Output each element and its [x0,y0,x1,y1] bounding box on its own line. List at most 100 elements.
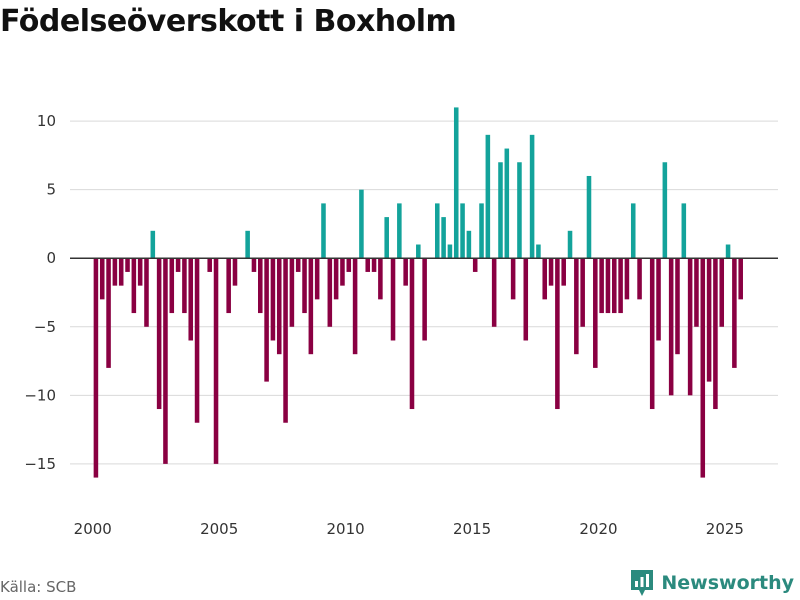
bar [390,258,396,341]
bar [624,258,630,300]
bar [416,244,421,259]
bar [656,258,661,341]
bar [112,258,118,286]
bar [649,258,655,410]
bar [118,258,124,286]
bar-series [93,107,743,478]
bar [207,258,212,272]
bar [137,258,143,286]
bar [403,258,408,286]
bar [409,258,415,410]
bar [276,258,282,355]
bar [574,258,579,355]
bar [485,134,491,259]
bar [131,258,137,314]
bar [605,258,611,314]
bar [498,162,503,259]
chart-plot: 10 5 0 −5 −10 −15 2000 2005 2010 2015 2020 2025 [24,107,778,538]
bar [700,258,706,478]
bar [491,258,497,327]
bar [466,230,472,259]
y-tick-label: −15 [24,455,56,473]
x-tick-label: 2010 [327,520,365,538]
bar [397,203,402,259]
bar [567,230,573,259]
bar [681,203,687,259]
bar [580,258,585,327]
x-tick-label: 2005 [200,520,238,538]
bar [182,258,187,314]
y-axis-ticks: 10 5 0 −5 −10 −15 [24,112,56,473]
bar [188,258,194,341]
bar [694,258,699,327]
chart-title: Födelseöverskott i Boxholm [0,4,457,39]
bar [169,258,175,314]
source-note: Källa: SCB [0,578,77,596]
bar [593,258,598,368]
bar [536,244,541,259]
bar [352,258,358,355]
bar [599,258,604,314]
bar [314,258,320,300]
y-tick-label: −5 [34,318,56,336]
bar [618,258,623,314]
bar [713,258,718,410]
bar [371,258,377,272]
bar [542,258,548,300]
x-tick-label: 2020 [579,520,617,538]
bar [555,258,560,410]
bar [257,258,263,314]
y-tick-label: 0 [46,249,56,267]
bar [308,258,314,355]
bar [529,134,535,259]
bar [340,258,345,286]
bar [662,162,668,259]
bar [93,258,99,478]
bar [125,258,130,272]
x-axis-ticks: 2000 2005 2010 2015 2020 2025 [74,520,744,538]
bar [434,203,440,259]
bar [510,258,516,300]
bar [637,258,642,300]
bar [213,258,219,464]
bar [738,258,743,300]
bar [144,258,149,327]
y-tick-label: 5 [46,181,56,199]
brand-logo[interactable]: Newsworthy [629,568,794,598]
bar [289,258,295,327]
newsworthy-icon [631,570,654,596]
bar [283,258,288,423]
bar [175,258,181,272]
bar [706,258,712,382]
bar [523,258,529,341]
bar [156,258,162,410]
bar [384,217,389,259]
bar [106,258,111,368]
bar [548,258,554,286]
bar [321,203,326,259]
bar [232,258,238,286]
bar [675,258,680,355]
bar [365,258,371,272]
bar [517,162,522,259]
bar [302,258,307,314]
bar [163,258,168,464]
bar [346,258,352,272]
bar [668,258,674,396]
bar [359,189,364,259]
bar [150,230,156,259]
y-tick-label: 10 [37,112,56,130]
bar [245,230,250,259]
bar [719,258,725,327]
bar [611,258,617,314]
bar [264,258,269,382]
x-tick-label: 2000 [74,520,112,538]
bar [504,148,510,259]
bar [194,258,200,423]
bar [226,258,231,314]
bar [479,203,484,259]
bar [333,258,339,300]
x-tick-label: 2025 [706,520,744,538]
bar [460,203,465,259]
bar [447,244,453,259]
